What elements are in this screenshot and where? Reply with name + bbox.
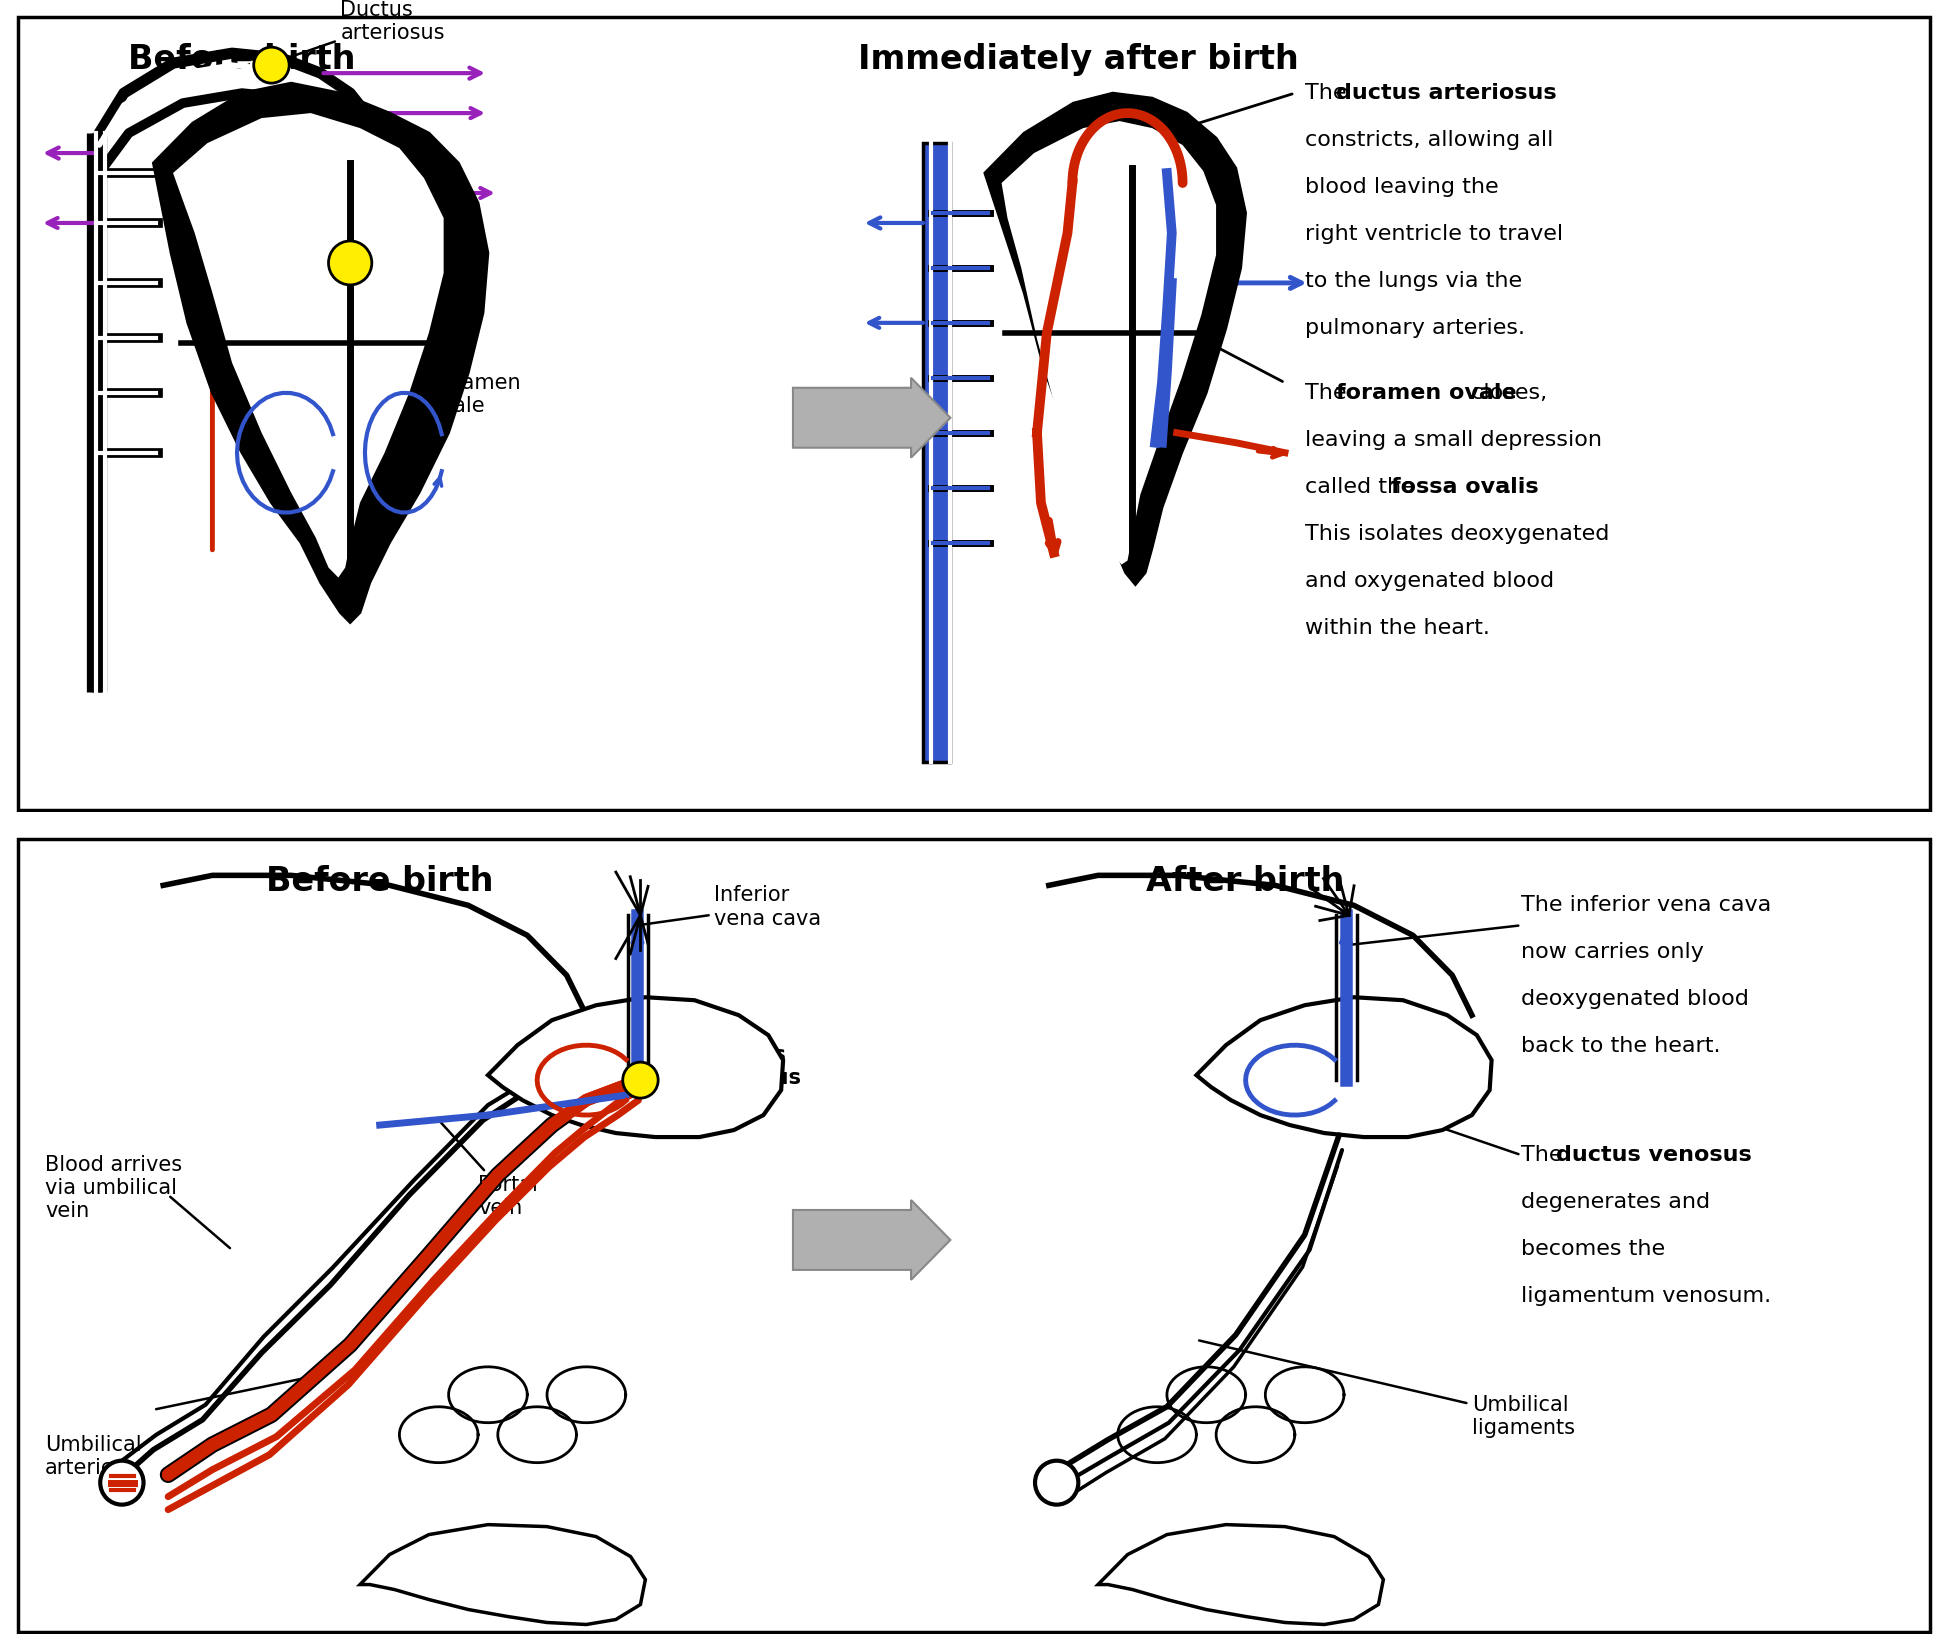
Circle shape — [99, 1461, 144, 1504]
Text: degenerates and: degenerates and — [1521, 1192, 1710, 1212]
Text: Portal
vein: Portal vein — [441, 1123, 538, 1218]
FancyArrow shape — [794, 378, 950, 457]
Text: to the lungs via the: to the lungs via the — [1305, 271, 1521, 291]
Text: leaving a small depression: leaving a small depression — [1305, 429, 1601, 449]
Text: back to the heart.: back to the heart. — [1521, 1037, 1720, 1057]
Text: closes,: closes, — [1464, 383, 1546, 403]
Text: Ductus
venosus: Ductus venosus — [704, 1045, 801, 1088]
Text: fossa ovalis: fossa ovalis — [1390, 477, 1539, 497]
Text: Before birth: Before birth — [265, 865, 493, 898]
Text: Foramen
ovale: Foramen ovale — [355, 272, 521, 416]
Circle shape — [1035, 1461, 1078, 1504]
Text: The: The — [1305, 83, 1353, 102]
Polygon shape — [1197, 997, 1492, 1138]
Text: Umbilical
ligaments: Umbilical ligaments — [1199, 1341, 1576, 1438]
Polygon shape — [1098, 1524, 1383, 1625]
Text: Ductus
arteriosus: Ductus arteriosus — [269, 0, 445, 64]
Polygon shape — [1002, 121, 1217, 565]
Text: The: The — [1521, 1146, 1570, 1166]
Text: This isolates deoxygenated: This isolates deoxygenated — [1305, 523, 1609, 543]
Polygon shape — [174, 114, 445, 578]
Circle shape — [328, 241, 372, 286]
Polygon shape — [154, 83, 488, 622]
Text: foramen ovale: foramen ovale — [1336, 383, 1517, 403]
Text: pulmonary arteries.: pulmonary arteries. — [1305, 319, 1525, 338]
Text: .: . — [1503, 477, 1511, 497]
Text: The: The — [1305, 383, 1353, 403]
Text: constricts, allowing all: constricts, allowing all — [1305, 130, 1552, 150]
Text: called the: called the — [1305, 477, 1422, 497]
Polygon shape — [361, 1524, 645, 1625]
Polygon shape — [985, 92, 1246, 584]
FancyBboxPatch shape — [18, 17, 1930, 811]
Circle shape — [622, 1062, 659, 1098]
Text: The inferior vena cava: The inferior vena cava — [1521, 895, 1771, 915]
Text: Before birth: Before birth — [129, 43, 355, 76]
Text: ductus venosus: ductus venosus — [1556, 1146, 1751, 1166]
Polygon shape — [488, 997, 784, 1138]
Text: Immediately after birth: Immediately after birth — [858, 43, 1299, 76]
Text: becomes the: becomes the — [1521, 1238, 1665, 1260]
Text: ductus arteriosus: ductus arteriosus — [1336, 83, 1556, 102]
Text: right ventricle to travel: right ventricle to travel — [1305, 225, 1562, 244]
Text: Inferior
vena cava: Inferior vena cava — [640, 885, 821, 928]
Text: deoxygenated blood: deoxygenated blood — [1521, 989, 1749, 1009]
Text: Umbilical
arteries: Umbilical arteries — [45, 1435, 142, 1478]
Text: and oxygenated blood: and oxygenated blood — [1305, 571, 1554, 591]
Text: Blood arrives
via umbilical
vein: Blood arrives via umbilical vein — [45, 1156, 181, 1222]
FancyBboxPatch shape — [18, 839, 1930, 1633]
FancyBboxPatch shape — [922, 144, 950, 763]
Text: blood leaving the: blood leaving the — [1305, 177, 1498, 196]
Text: After birth: After birth — [1147, 865, 1345, 898]
Text: within the heart.: within the heart. — [1305, 617, 1490, 637]
Text: ligamentum venosum.: ligamentum venosum. — [1521, 1286, 1771, 1306]
FancyArrow shape — [794, 1200, 950, 1280]
Text: now carries only: now carries only — [1521, 943, 1704, 963]
Circle shape — [254, 48, 289, 83]
